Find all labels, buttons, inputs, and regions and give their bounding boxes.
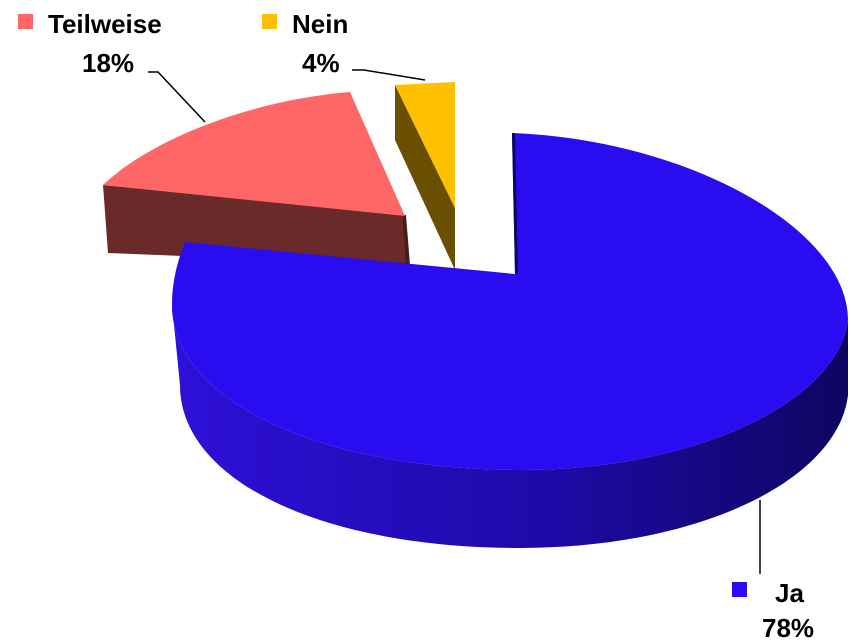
legend-marker-nein <box>262 14 277 29</box>
slice-ja <box>172 133 848 548</box>
slice-teilweise <box>103 92 410 265</box>
slice-nein <box>395 82 455 270</box>
leader-line-nein <box>352 69 426 81</box>
slice-value-nein: 4% <box>302 48 340 78</box>
slice-nein-side <box>395 85 455 270</box>
slice-value-ja: 78% <box>762 613 814 643</box>
slice-teilweise-side-inner <box>402 215 410 265</box>
slice-label-ja: Ja <box>775 578 804 608</box>
slice-ja-side <box>172 305 848 548</box>
slice-teilweise-top <box>103 92 405 216</box>
slice-ja-top <box>172 133 848 470</box>
slice-label-nein: Nein <box>292 9 348 39</box>
slice-teilweise-side <box>103 185 408 265</box>
slice-ja-cut-edge <box>512 133 518 274</box>
slice-label-teilweise: Teilweise <box>48 9 162 39</box>
legend-marker-ja <box>732 582 747 597</box>
slice-value-teilweise: 18% <box>82 48 134 78</box>
leader-line-teilweise <box>148 71 206 123</box>
legend-marker-teilweise <box>18 14 33 29</box>
slice-nein-top <box>395 82 455 208</box>
